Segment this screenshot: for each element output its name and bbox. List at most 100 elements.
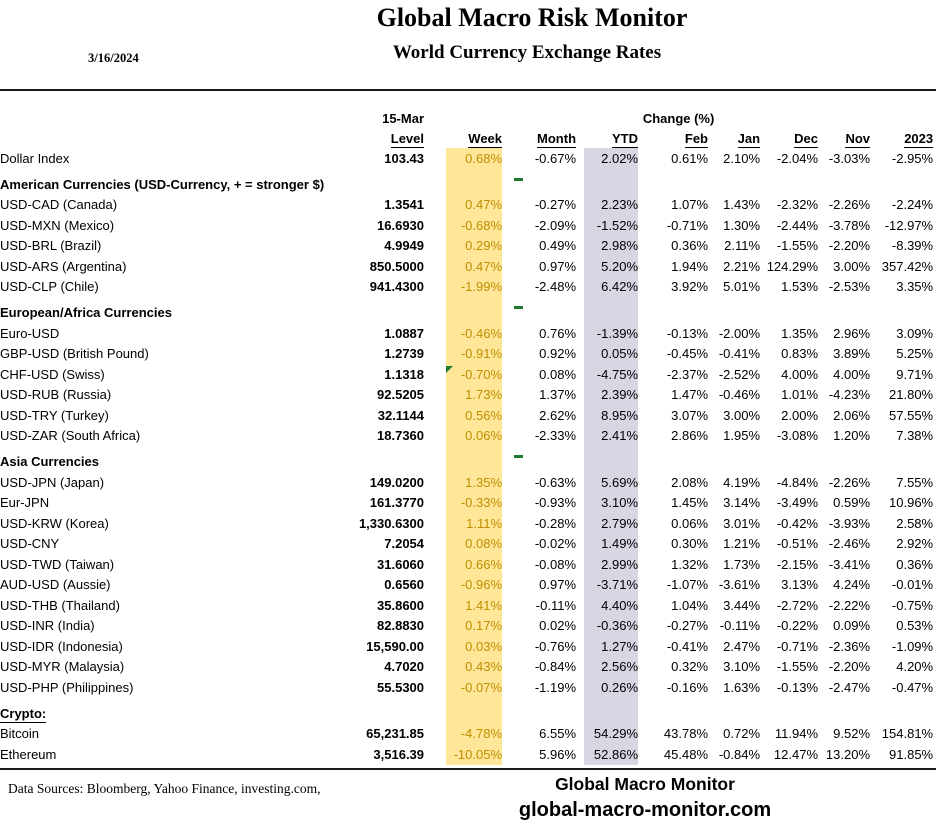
cell-month: 0.97%	[539, 258, 577, 274]
spacer-cell	[576, 677, 584, 698]
cell-feb: 1.47%	[671, 387, 709, 403]
cell-nov: 2.96%	[833, 325, 871, 341]
cell-dec: -2.32%	[776, 197, 819, 213]
cell-ytd: 2.56%	[584, 656, 639, 677]
cell-level: 18.7360	[377, 428, 425, 444]
cell-level: 1,330.6300	[358, 515, 425, 531]
cell-2023: 2.92%	[896, 536, 934, 552]
brand-url: global-macro-monitor.com	[518, 798, 772, 821]
spacer-cell	[576, 698, 584, 724]
table-row: Euro-USD 1.0887 -0.46% 0.76% -1.39% -0.13% -2.…	[0, 323, 933, 344]
section-label: Crypto:	[0, 698, 446, 724]
cell-jan: 0.72%	[723, 726, 761, 742]
cell-dec: -0.51%	[776, 536, 819, 552]
cell-dec: 3.13%	[781, 577, 819, 593]
cell-month	[502, 446, 576, 472]
cell-nov: -2.36%	[828, 638, 871, 654]
cell-month: 0.97%	[539, 577, 577, 593]
cell-week: 1.35%	[446, 472, 503, 493]
cell-jan: -0.46%	[718, 387, 761, 403]
spacer-cell	[424, 677, 446, 698]
cell-nov: -2.20%	[828, 238, 871, 254]
cell-feb: -1.07%	[666, 577, 709, 593]
section-row: Asia Currencies	[0, 446, 933, 472]
cell-month: -1.19%	[534, 679, 577, 695]
table-row: USD-ARS (Argentina) 850.5000 0.47% 0.97% 5.2…	[0, 256, 933, 277]
cell-ytd: 3.10%	[584, 492, 639, 513]
cell-dec: 12.47%	[773, 746, 819, 762]
cell-feb: 3.07%	[671, 407, 709, 423]
cell-ytd: 2.98%	[584, 235, 639, 256]
cell-week-band	[446, 697, 503, 724]
spacer-cell	[424, 277, 446, 298]
cell-2023: 0.36%	[896, 556, 934, 572]
cell-nov: 2.06%	[833, 407, 871, 423]
table-row: USD-MYR (Malaysia) 4.7020 0.43% -0.84% 2.56%…	[0, 656, 933, 677]
cell-month: -0.93%	[534, 495, 577, 511]
cell-2023: 0.53%	[896, 618, 934, 634]
spacer-cell	[576, 148, 584, 169]
cell-dec: 1.35%	[781, 325, 819, 341]
cell-month: -0.11%	[535, 597, 577, 613]
cell-month: -0.67%	[534, 150, 577, 166]
cell-jan: 3.00%	[723, 407, 761, 423]
col-header-jan: Jan	[737, 131, 761, 148]
cell-feb: -0.16%	[666, 679, 709, 695]
cell-ytd-band	[584, 697, 639, 724]
spacer-cell	[576, 554, 584, 575]
cell-month: -0.63%	[534, 474, 577, 490]
cell-jan: -0.84%	[718, 746, 761, 762]
spacer-cell	[576, 364, 584, 385]
cell-2023: 10.96%	[889, 495, 934, 511]
cell-level: 55.5300	[377, 679, 425, 695]
cell-feb: -0.41%	[666, 638, 709, 654]
row-label: USD-CAD (Canada)	[0, 197, 118, 213]
cell-dec: -3.49%	[776, 495, 819, 511]
spacer-cell	[424, 385, 446, 406]
cell-ytd: 2.79%	[584, 513, 639, 534]
cell-2023: 91.85%	[889, 746, 934, 762]
green-dash-marker	[514, 177, 524, 181]
spacer-cell	[424, 595, 446, 616]
cell-level: 1.1318	[384, 366, 425, 382]
cell-month: -0.27%	[534, 197, 577, 213]
cell-week: 0.43%	[446, 656, 503, 677]
cell-ytd-band	[584, 297, 639, 323]
spacer-cell	[576, 215, 584, 236]
cell-nov: -2.20%	[828, 659, 871, 675]
cell-feb: -0.71%	[666, 217, 709, 233]
table-row: USD-CAD (Canada) 1.3541 0.47% -0.27% 2.23% 1.…	[0, 194, 933, 215]
section-label: Asia Currencies	[0, 446, 446, 472]
table-row: USD-TRY (Turkey) 32.1144 0.56% 2.62% 8.95% 3.…	[0, 405, 933, 426]
row-label: Bitcoin	[0, 726, 40, 742]
spacer-cell	[576, 493, 584, 514]
cell-2023: -0.47%	[891, 679, 934, 695]
spacer-cell	[576, 636, 584, 657]
row-filler	[638, 446, 933, 472]
row-label: USD-CLP (Chile)	[0, 279, 99, 295]
row-label: USD-MXN (Mexico)	[0, 217, 115, 233]
row-label: Eur-JPN	[0, 495, 50, 511]
green-dash-marker	[514, 455, 524, 458]
spacer-cell	[576, 616, 584, 637]
table-row: GBP-USD (British Pound) 1.2739 -0.91% 0.92%…	[0, 343, 933, 364]
cell-month: -2.33%	[534, 428, 577, 444]
cell-month	[502, 297, 576, 323]
cell-ytd: 4.40%	[584, 595, 639, 616]
row-label: CHF-USD (Swiss)	[0, 366, 105, 382]
cell-ytd: 8.95%	[584, 405, 639, 426]
section-label: American Currencies (USD-Currency, + = s…	[0, 169, 446, 195]
cell-jan: 1.63%	[723, 679, 761, 695]
cell-month: 0.02%	[539, 618, 577, 634]
spacer-cell	[576, 297, 584, 323]
spacer-cell	[576, 595, 584, 616]
footer-brand: Global Macro Monitor global-macro-monito…	[450, 772, 840, 823]
cell-nov: 3.00%	[833, 258, 871, 274]
spacer-cell	[424, 364, 446, 385]
cell-month: 0.08%	[539, 366, 577, 382]
top-divider	[0, 89, 936, 91]
cell-level: 941.4300	[369, 279, 425, 295]
cell-level: 35.8600	[377, 597, 425, 613]
cell-feb: -0.45%	[666, 346, 709, 362]
cell-ytd: 1.49%	[584, 533, 639, 554]
